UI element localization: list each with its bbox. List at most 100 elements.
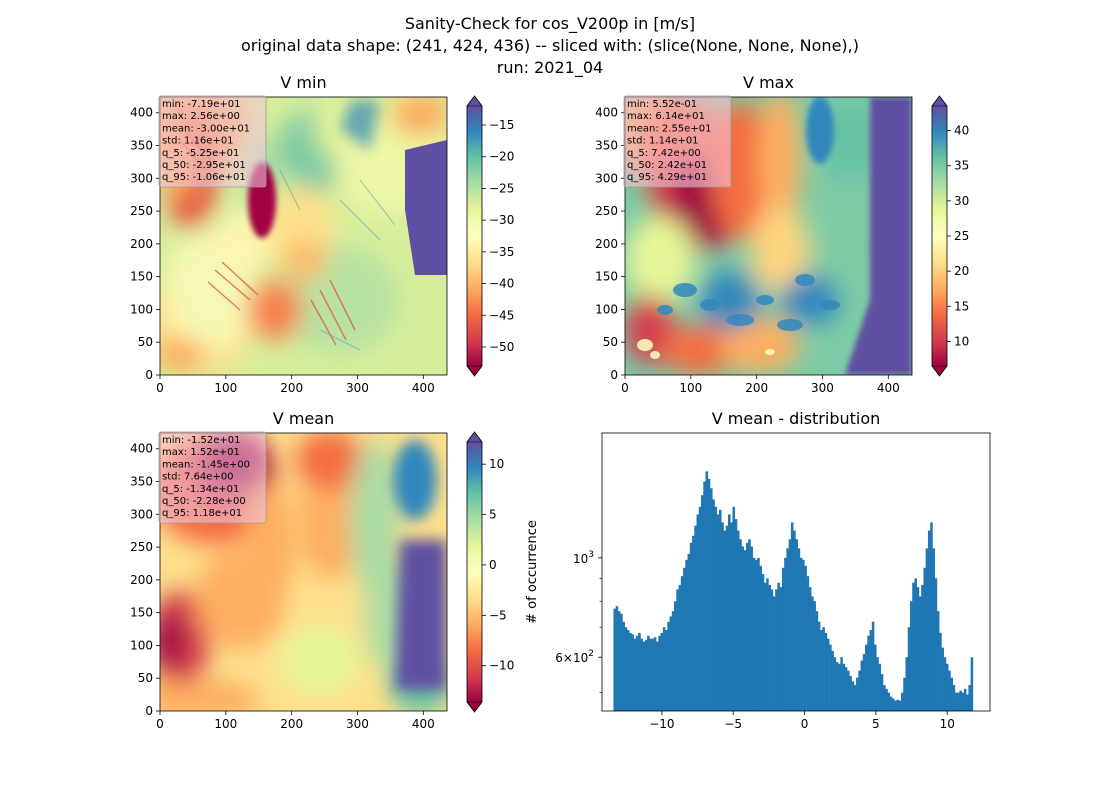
histogram-bar: [739, 539, 742, 711]
y-tick-label-exponent: 3: [588, 550, 594, 560]
histogram-bar: [770, 589, 774, 711]
histogram-bar: [838, 663, 841, 711]
histogram-bar: [952, 685, 956, 711]
x-tick-label: −5: [724, 717, 742, 731]
histogram-bar: [660, 632, 664, 711]
histogram-bar: [921, 584, 924, 711]
histogram-bar: [750, 546, 754, 711]
histogram-bar: [730, 522, 733, 711]
histogram-bar: [930, 522, 933, 711]
histogram-bar: [777, 582, 780, 711]
histogram-bar: [752, 557, 756, 711]
stats-line: q_95: 4.29e+01: [627, 172, 707, 183]
colorbar-tick-label: 5: [489, 508, 497, 522]
histogram-bar: [833, 657, 837, 711]
histogram-bar: [617, 611, 621, 711]
histogram-bar: [642, 641, 646, 711]
histogram-bar: [903, 677, 906, 711]
stats-line: mean: -3.00e+01: [162, 123, 250, 134]
y-axis-distribution: 103 6×102: [555, 550, 602, 693]
histogram-bar: [885, 688, 888, 711]
histogram-bar: [835, 662, 839, 711]
histogram-bar: [853, 685, 857, 711]
histogram-bar: [945, 663, 949, 711]
histogram-bar: [790, 522, 794, 711]
x-tick-label: 300: [811, 381, 834, 395]
colorbar-tick-label: 10: [489, 457, 504, 471]
histogram-bar: [745, 542, 749, 711]
histogram-bar: [694, 525, 697, 711]
colorbar-outline: [931, 95, 948, 377]
histogram-bar: [842, 663, 846, 711]
stats-line: min: -1.52e+01: [162, 435, 241, 446]
y-tick-label: 50: [603, 335, 618, 349]
histogram-bar: [656, 641, 659, 711]
histogram-bar: [613, 608, 616, 711]
stats-line: q_5: -1.34e+01: [162, 484, 239, 495]
stats-box-background: [158, 431, 267, 524]
histogram-bar: [703, 481, 706, 711]
x-tick-label: 300: [346, 717, 369, 731]
histogram-bar: [961, 692, 965, 711]
histogram-bar: [795, 539, 798, 711]
y-tick-label-base: 10: [573, 552, 588, 566]
y-tick-label-base: 6×10: [555, 651, 588, 665]
histogram-bar: [844, 667, 848, 711]
y-tick-label: 400: [595, 106, 618, 120]
y-tick-label: 300: [130, 171, 153, 185]
colorbar-tick-label: 10: [954, 334, 969, 348]
histogram-bar: [916, 587, 920, 711]
histogram-bar: [772, 596, 776, 711]
colorbar-v-max: 10 15 20 25 30 35 40: [931, 95, 969, 377]
y-axis-v-max: 0 50 100 150 200 250 300 350 400: [595, 106, 625, 382]
panel-title-v-min: V min: [280, 73, 326, 92]
histogram-bar: [674, 601, 677, 711]
x-tick-label: −10: [649, 717, 674, 731]
histogram-bar: [788, 539, 792, 711]
histogram-bar: [669, 616, 673, 711]
histogram-bar: [626, 630, 630, 711]
histogram-bar: [624, 627, 628, 711]
x-axis-v-mean: 0 100 200 300 400: [156, 711, 435, 731]
panel-v-min: V min: [130, 73, 514, 395]
histogram-bar: [696, 514, 700, 711]
histogram-bar: [824, 632, 828, 711]
colorbar-tick-label: −25: [489, 181, 514, 195]
histogram-bar: [721, 522, 724, 711]
y-tick-label: 300: [130, 507, 153, 521]
histogram-bar: [880, 674, 884, 711]
histogram-bar: [806, 576, 810, 711]
x-tick-label: 200: [280, 381, 303, 395]
y-tick-label: 0: [145, 704, 153, 718]
histogram-bar: [766, 578, 769, 711]
figure-title: Sanity-Check for cos_V200p in [m/s] orig…: [241, 14, 859, 78]
y-tick-label: 350: [595, 139, 618, 153]
y-tick-label: 200: [130, 573, 153, 587]
histogram-bar: [732, 506, 736, 711]
y-tick-label: 100: [595, 302, 618, 316]
stats-box-background: [158, 95, 267, 188]
histogram-bar: [685, 559, 688, 711]
colorbar-tick-label: −10: [489, 659, 514, 673]
histogram-bar: [692, 535, 695, 711]
histogram-bar: [741, 546, 745, 711]
histogram-bar: [925, 548, 929, 711]
axes-frame-v-mean: [159, 432, 448, 712]
y-tick-label: 0: [145, 368, 153, 382]
histogram-bar: [883, 685, 886, 711]
histogram-bar: [653, 637, 657, 711]
histogram-bar: [831, 650, 834, 711]
stats-line: q_95: -1.06e+01: [162, 172, 246, 183]
histogram-bar: [649, 638, 652, 711]
panel-v-max: V max: [595, 73, 969, 395]
histogram-bar: [811, 596, 814, 711]
histogram-bar: [871, 621, 875, 711]
histogram-bar: [665, 630, 668, 711]
histogram-bar: [710, 488, 713, 711]
stats-line: mean: -1.45e+00: [162, 459, 250, 470]
stats-line: q_5: -5.25e+01: [162, 148, 239, 159]
histogram-bar: [633, 638, 637, 711]
histogram-bar: [734, 519, 738, 711]
histogram-bar: [862, 653, 866, 711]
